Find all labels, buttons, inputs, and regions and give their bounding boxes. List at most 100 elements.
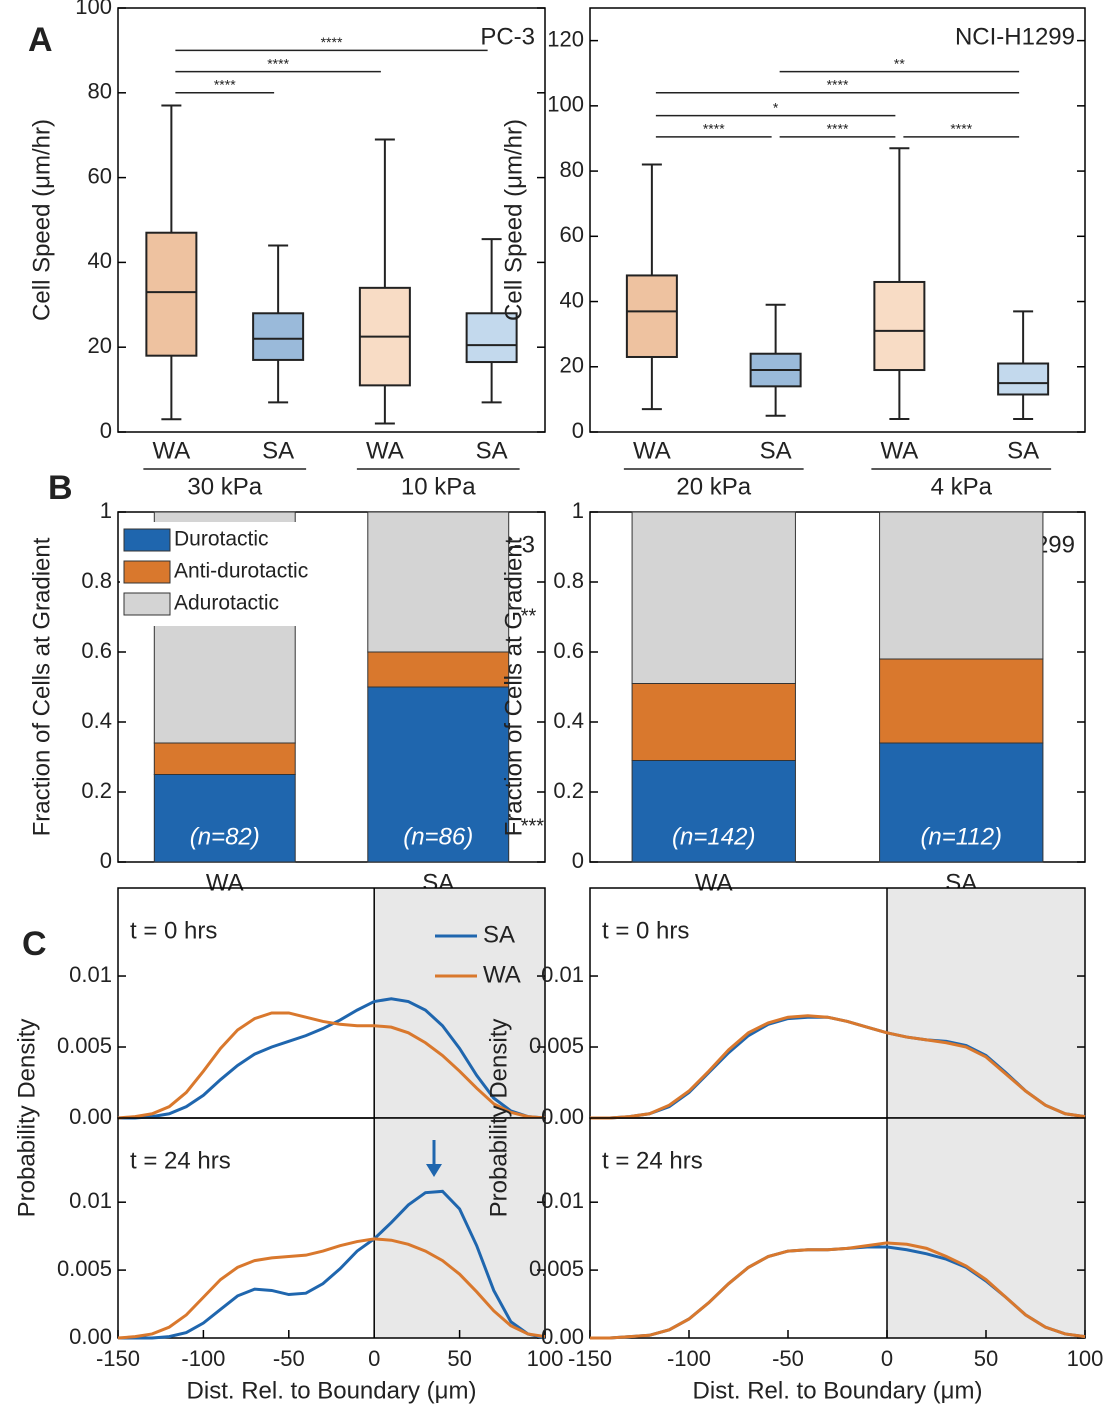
n-label: (n=82) bbox=[190, 823, 260, 850]
x-tick-label: WA bbox=[152, 437, 190, 464]
y-tick-label: 0.6 bbox=[553, 638, 584, 663]
group-label: 4 kPa bbox=[931, 473, 993, 500]
y-tick-label: 0 bbox=[572, 418, 584, 443]
y-tick-label: 0.6 bbox=[81, 638, 112, 663]
y-axis-label: Probability Density bbox=[13, 1019, 40, 1218]
y-tick-label: 0.00 bbox=[69, 1324, 112, 1349]
y-axis-label: Cell Speed (μm/hr) bbox=[28, 119, 55, 321]
n-label: (n=142) bbox=[672, 823, 755, 850]
y-tick-label: 20 bbox=[88, 333, 112, 358]
bar-segment bbox=[631, 511, 796, 684]
y-axis-label: Fraction of Cells at Gradient bbox=[500, 537, 527, 836]
density-line bbox=[117, 1011, 546, 1120]
y-tick-label: 0.005 bbox=[57, 1256, 112, 1281]
bar-segment bbox=[367, 511, 510, 653]
y-tick-label: 0.8 bbox=[553, 568, 584, 593]
n-label: (n=86) bbox=[403, 823, 473, 850]
chart-title: NCI-H1299 bbox=[955, 23, 1075, 50]
y-tick-label: 0 bbox=[100, 418, 112, 443]
y-tick-label: 60 bbox=[560, 222, 584, 247]
legend-label: Durotactic bbox=[174, 528, 269, 551]
group-label: 10 kPa bbox=[401, 473, 476, 500]
significance-label: **** bbox=[827, 121, 849, 137]
x-tick-label: -50 bbox=[772, 1346, 804, 1371]
panel-label: A bbox=[28, 21, 53, 59]
bar-segment bbox=[631, 683, 796, 761]
y-axis-label: Fraction of Cells at Gradient bbox=[28, 537, 55, 836]
significance-label: **** bbox=[214, 77, 236, 93]
plot-frame bbox=[589, 511, 1086, 863]
y-tick-label: 1 bbox=[572, 498, 584, 523]
x-tick-label: WA bbox=[695, 869, 733, 896]
plot-frame bbox=[589, 1117, 1086, 1339]
x-tick-label: 100 bbox=[527, 1346, 564, 1371]
x-tick-label: -50 bbox=[273, 1346, 305, 1371]
x-tick-label: WA bbox=[880, 437, 918, 464]
y-tick-label: 0 bbox=[100, 848, 112, 873]
y-axis-label: Probability Density bbox=[485, 1019, 512, 1218]
legend-label: Adurotactic bbox=[174, 592, 279, 615]
x-tick-label: SA bbox=[262, 437, 294, 464]
plot-frame bbox=[117, 511, 546, 863]
panel-label: C bbox=[22, 925, 47, 963]
x-tick-label: WA bbox=[633, 437, 671, 464]
bar-segment bbox=[153, 742, 296, 775]
y-tick-label: 100 bbox=[75, 0, 112, 19]
y-tick-label: 1 bbox=[100, 498, 112, 523]
y-tick-label: 0.005 bbox=[529, 1033, 584, 1058]
legend-swatch bbox=[123, 560, 171, 584]
y-tick-label: 0.8 bbox=[81, 568, 112, 593]
y-tick-label: 120 bbox=[547, 26, 584, 51]
bar-segment bbox=[631, 760, 796, 863]
x-tick-label: WA bbox=[206, 869, 244, 896]
chart-title: PC-3 bbox=[480, 23, 535, 50]
y-tick-label: 0.00 bbox=[541, 1104, 584, 1129]
shaded-region bbox=[374, 888, 545, 1118]
legend-label: Anti-durotactic bbox=[174, 560, 308, 583]
y-tick-label: 0.2 bbox=[81, 778, 112, 803]
y-tick-label: 60 bbox=[88, 163, 112, 188]
y-tick-label: 40 bbox=[560, 287, 584, 312]
plot-frame bbox=[589, 7, 1086, 433]
y-tick-label: 0.4 bbox=[81, 708, 112, 733]
group-label: 30 kPa bbox=[187, 473, 262, 500]
box bbox=[252, 312, 305, 361]
density-line bbox=[590, 1014, 1086, 1120]
bar-segment bbox=[879, 742, 1044, 863]
shaded-region bbox=[374, 1118, 545, 1338]
time-label: t = 0 hrs bbox=[130, 917, 217, 944]
y-tick-label: 0.2 bbox=[553, 778, 584, 803]
box bbox=[997, 362, 1050, 396]
y-tick-label: 0.01 bbox=[541, 962, 584, 987]
y-tick-label: 20 bbox=[560, 353, 584, 378]
y-tick-label: 0.005 bbox=[529, 1256, 584, 1281]
y-tick-label: 0 bbox=[572, 848, 584, 873]
significance-label: **** bbox=[827, 77, 849, 93]
density-line bbox=[118, 1189, 546, 1340]
box bbox=[873, 280, 926, 372]
significance-label: ** bbox=[521, 605, 537, 627]
significance-label: **** bbox=[321, 34, 343, 50]
time-label: t = 24 hrs bbox=[130, 1147, 231, 1174]
y-tick-label: 40 bbox=[88, 248, 112, 273]
legend-swatch bbox=[123, 592, 171, 616]
y-tick-label: 0.005 bbox=[57, 1033, 112, 1058]
significance-label: ** bbox=[894, 55, 905, 71]
box bbox=[145, 231, 198, 357]
y-tick-label: 0.00 bbox=[69, 1104, 112, 1129]
x-tick-label: 50 bbox=[447, 1346, 471, 1371]
x-axis-label: Dist. Rel. to Boundary (μm) bbox=[187, 1377, 477, 1404]
x-tick-label: 0 bbox=[881, 1346, 893, 1371]
significance-label: **** bbox=[703, 121, 725, 137]
x-tick-label: -100 bbox=[667, 1346, 711, 1371]
bar-segment bbox=[367, 651, 510, 688]
box bbox=[465, 312, 518, 364]
legend-label: SA bbox=[483, 921, 515, 948]
y-tick-label: 0.01 bbox=[69, 1188, 112, 1213]
bar-segment bbox=[879, 511, 1044, 660]
plot-frame bbox=[117, 7, 546, 433]
x-tick-label: SA bbox=[760, 437, 792, 464]
x-tick-label: -150 bbox=[96, 1346, 140, 1371]
x-axis-label: Dist. Rel. to Boundary (μm) bbox=[693, 1377, 983, 1404]
